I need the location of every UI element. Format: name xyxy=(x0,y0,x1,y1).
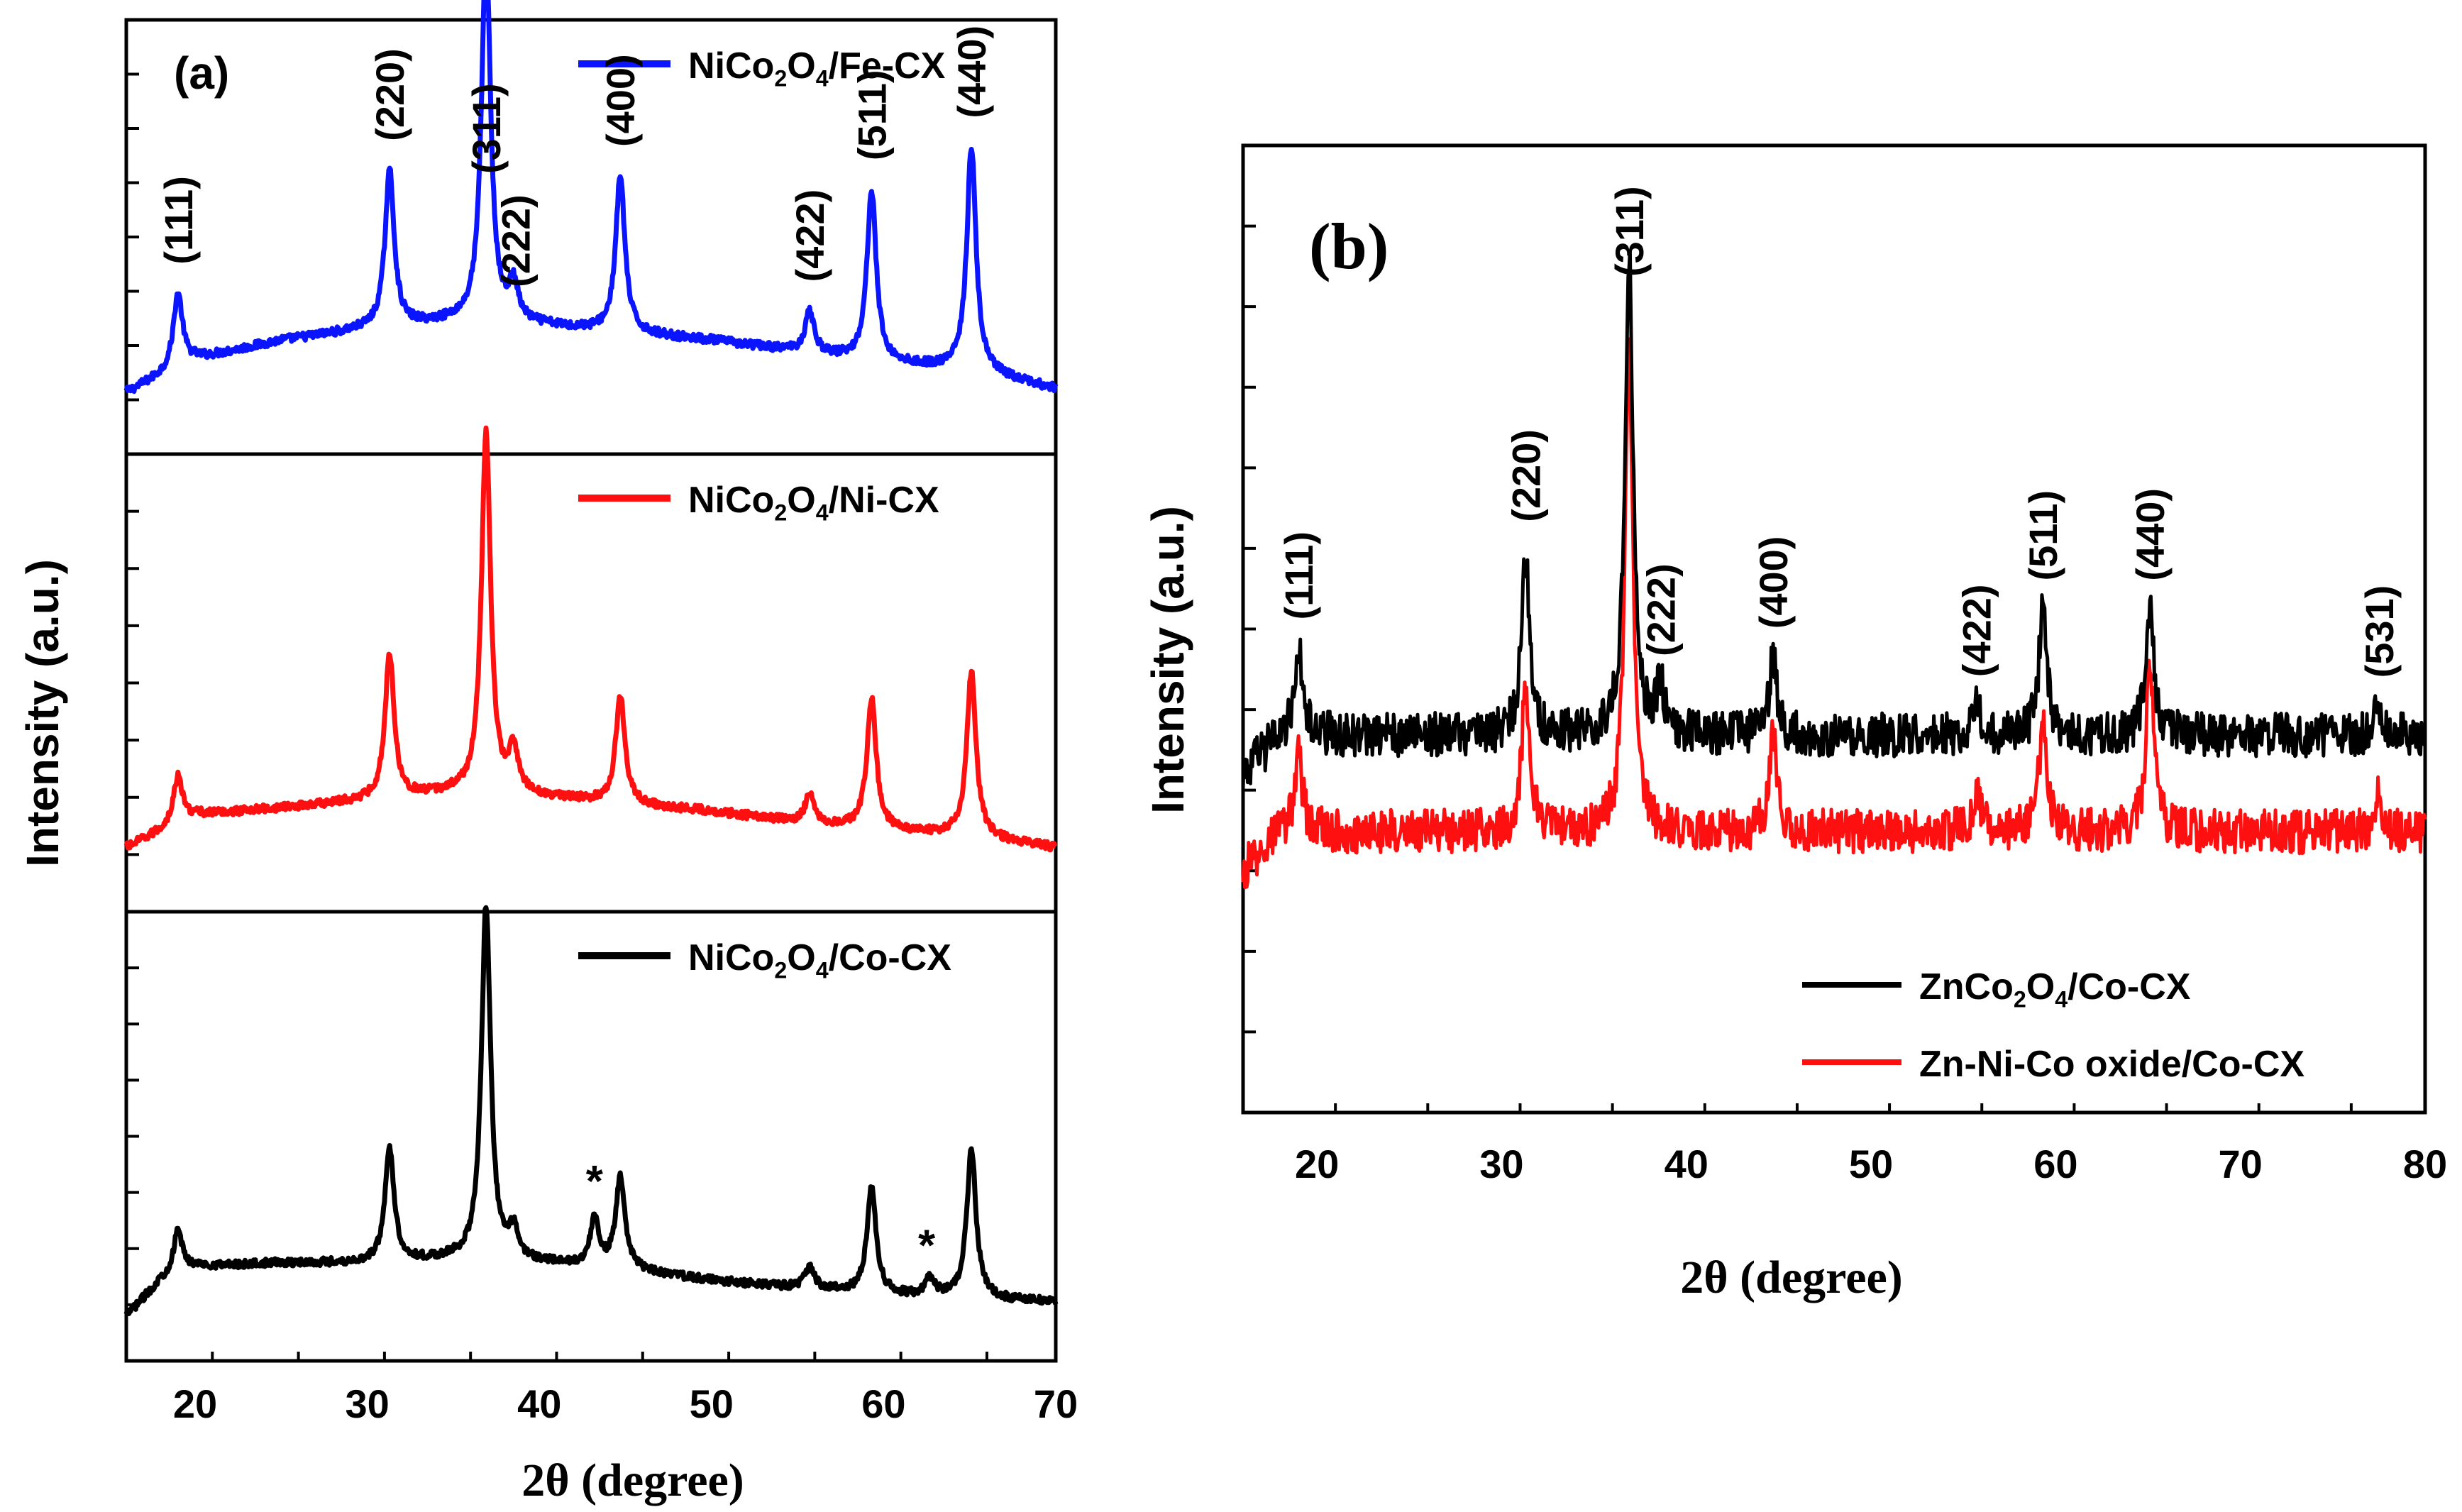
legend-label: NiCo2O4/Fe-CX xyxy=(688,45,946,91)
peak-label: (222) xyxy=(493,194,538,287)
peak-label: (400) xyxy=(1751,536,1796,629)
panel-a-subplot-fe: NiCo2O4/Fe-CX (111) (220) (311) (222) (400) (4… xyxy=(123,0,1059,456)
peak-label: (220) xyxy=(1503,429,1548,522)
x-tick-label: 50 xyxy=(1849,1142,1893,1186)
panel-b-plot-area: (111) (220) (311) (222) (400) (422) (511) (440)… xyxy=(1241,143,2427,1115)
peak-label: (422) xyxy=(1954,584,1999,677)
peak-label: (440) xyxy=(2128,488,2173,581)
peak-label: (111) xyxy=(1276,531,1321,620)
peak-label: (511) xyxy=(2021,490,2065,581)
panel-a-subplot-ni: NiCo2O4/Ni-CX xyxy=(123,425,1058,914)
xrd-series-line xyxy=(1241,249,2427,788)
x-tick-label: 50 xyxy=(690,1381,734,1426)
peak-label: (440) xyxy=(949,26,994,118)
impurity-marker: * xyxy=(918,1222,936,1271)
peak-label: (422) xyxy=(788,189,832,282)
peak-label: (511) xyxy=(849,70,894,160)
panel-b: (111) (220) (311) (222) (400) (422) (511) (440)… xyxy=(1142,143,2447,1303)
panel-b-legend: ZnCo2O4/Co-CX Zn-Ni-Co oxide/Co-CX xyxy=(1802,966,2304,1085)
panel-a: NiCo2O4/Fe-CX (111) (220) (311) (222) (400) (4… xyxy=(17,0,1078,1506)
peak-label: (222) xyxy=(1638,563,1683,656)
panel-a-y-axis-label: Intensity (a.u.) xyxy=(17,559,68,867)
peak-label: (311) xyxy=(464,83,509,174)
impurity-marker: * xyxy=(586,1157,604,1206)
panel-a-subplot-co: NiCo2O4/Co-CX * * xyxy=(123,905,1059,1363)
legend-label: NiCo2O4/Ni-CX xyxy=(688,480,939,525)
xrd-series-line xyxy=(1241,337,2427,890)
xrd-series-line xyxy=(123,0,1059,394)
panel-b-y-axis-label: Intensity (a.u.) xyxy=(1142,506,1193,814)
x-tick-label: 80 xyxy=(2403,1142,2447,1186)
panel-a-x-axis: 20 30 40 50 60 70 xyxy=(173,1352,1078,1426)
panel-b-x-axis: 20 30 40 50 60 70 80 xyxy=(1295,1103,2447,1186)
peak-label: (220) xyxy=(368,48,412,141)
panel-b-label: (b) xyxy=(1309,210,1389,282)
xrd-series-line xyxy=(123,425,1058,853)
xrd-series-line xyxy=(123,905,1059,1316)
legend-label: ZnCo2O4/Co-CX xyxy=(1919,966,2191,1012)
legend-label: NiCo2O4/Co-CX xyxy=(688,937,951,983)
panel-b-frame xyxy=(1241,143,2427,1115)
panel-b-x-axis-label: 2θ (degree) xyxy=(1680,1252,1903,1303)
x-tick-label: 30 xyxy=(345,1381,389,1426)
panel-a-x-axis-label: 2θ (degree) xyxy=(521,1455,744,1506)
x-tick-label: 20 xyxy=(173,1381,217,1426)
panel-a-label: (a) xyxy=(174,48,229,99)
x-tick-label: 60 xyxy=(2033,1142,2077,1186)
x-tick-label: 70 xyxy=(2219,1142,2263,1186)
peak-label: (311) xyxy=(1607,186,1652,277)
subplot-frame xyxy=(124,452,1058,914)
legend-label: Zn-Ni-Co oxide/Co-CX xyxy=(1919,1044,2304,1085)
x-tick-label: 20 xyxy=(1295,1142,1339,1186)
peak-label: (531) xyxy=(2357,585,2402,678)
peak-label: (400) xyxy=(598,54,643,147)
peak-label: (111) xyxy=(156,176,201,265)
x-tick-label: 40 xyxy=(517,1381,561,1426)
x-tick-label: 70 xyxy=(1034,1381,1078,1426)
x-tick-label: 60 xyxy=(861,1381,905,1426)
x-tick-label: 40 xyxy=(1665,1142,1709,1186)
x-tick-label: 30 xyxy=(1479,1142,1523,1186)
